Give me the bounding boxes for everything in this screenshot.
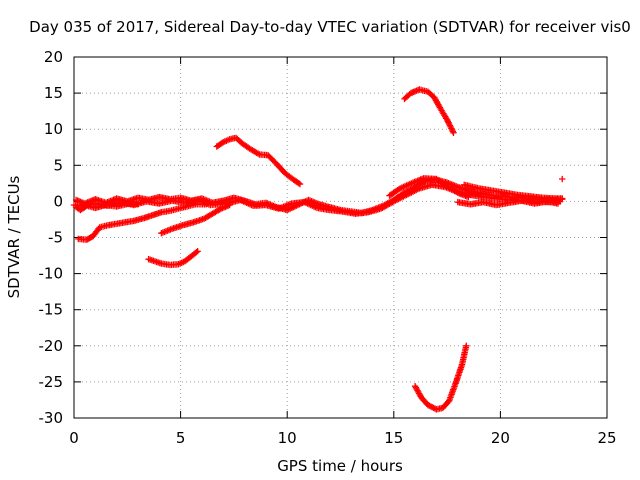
y-axis-label: SDTVAR / TECUs (5, 175, 23, 298)
series-track-hump-g (213, 134, 304, 188)
data-point (463, 342, 470, 349)
data-point (254, 150, 262, 157)
x-tick-label: 0 (69, 429, 79, 447)
data-point (296, 180, 304, 188)
series-track-tail-k (454, 197, 562, 209)
gridlines (74, 57, 607, 418)
data-point (194, 248, 201, 255)
y-tick-label: 15 (44, 84, 63, 102)
y-tick-labels: -30 -25 -20 -15 -10 -5 0 5 10 15 20 (39, 48, 64, 427)
data-point (202, 201, 210, 208)
y-tick-label: -5 (48, 229, 63, 247)
x-tick-label: 20 (491, 429, 510, 447)
data-point (444, 118, 451, 125)
y-tick-label: 0 (53, 192, 63, 210)
data-point (559, 195, 566, 202)
x-tick-label: 5 (176, 429, 186, 447)
y-tick-label: 10 (44, 120, 63, 138)
data-point (424, 401, 432, 409)
y-tick-label: -10 (39, 265, 64, 283)
x-tick-label: 25 (597, 429, 616, 447)
data-point (448, 125, 455, 132)
y-tick-label: 20 (44, 48, 63, 66)
series-track-single-m (559, 175, 566, 183)
series-track-hump-h (401, 86, 457, 137)
y-tick-label: 5 (53, 156, 63, 174)
data-point (450, 129, 457, 137)
series-track-tail-j (461, 181, 566, 202)
data-points (70, 86, 566, 413)
data-point (430, 404, 437, 412)
series-track-main-b (70, 181, 564, 217)
chart-title: Day 035 of 2017, Sidereal Day-to-day VTE… (29, 18, 631, 36)
x-tick-label: 15 (384, 429, 403, 447)
y-tick-label: -20 (39, 337, 64, 355)
data-point (295, 180, 302, 187)
series-track-low-c (72, 200, 142, 214)
series-track-dip-f (145, 248, 201, 269)
y-tick-label: -15 (39, 301, 64, 319)
data-point (465, 193, 472, 201)
data-point (449, 128, 456, 135)
data-point (559, 175, 566, 183)
series-track-valley-i (411, 342, 470, 413)
data-point (554, 200, 562, 207)
x-tick-labels: 0 5 10 15 20 25 (69, 429, 616, 447)
y-tick-label: -25 (39, 373, 64, 391)
x-axis-label: GPS time / hours (277, 457, 403, 475)
series-track-rising-d (75, 201, 210, 243)
data-point (429, 404, 436, 411)
x-tick-label: 10 (278, 429, 297, 447)
tick-marks (73, 56, 608, 419)
series-track-rising-e (158, 201, 233, 237)
series-track-mid-l (386, 175, 472, 201)
plot-frame (73, 56, 608, 419)
data-point (193, 249, 200, 256)
data-point (134, 201, 142, 208)
y-tick-label: -30 (39, 409, 64, 427)
data-point (226, 201, 233, 209)
data-point (445, 119, 452, 126)
